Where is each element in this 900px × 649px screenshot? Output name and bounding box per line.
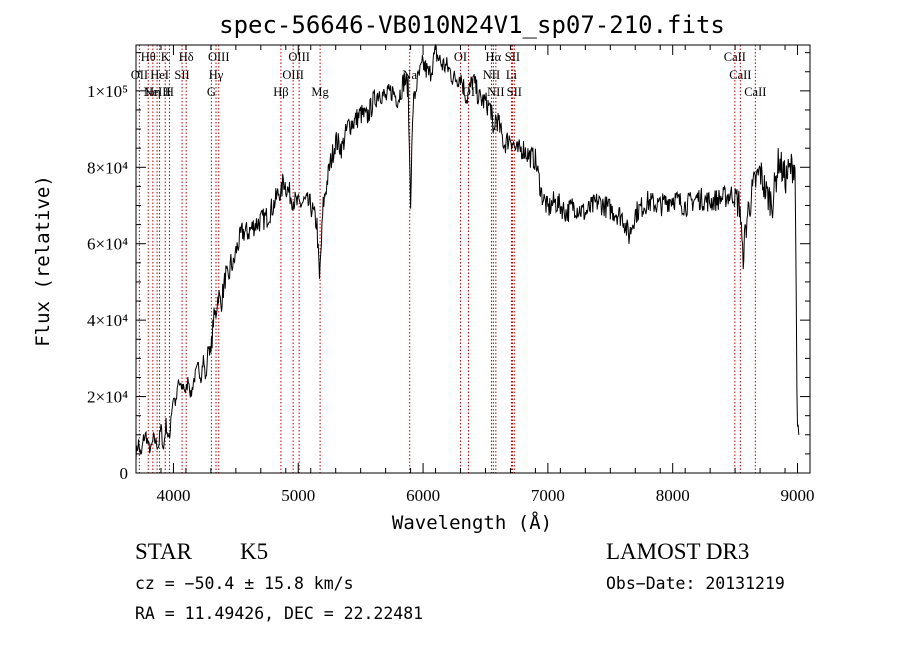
- emission-line-label: OII: [131, 68, 148, 82]
- obs-date-text: Obs−Date: 20131219: [606, 574, 785, 593]
- chart-title: spec-56646-VB010N24V1_sp07-210.fits: [219, 11, 725, 39]
- emission-line-label: SII: [174, 68, 189, 82]
- y-axis-label: Flux (relative): [32, 175, 54, 347]
- object-class: STAR: [135, 539, 193, 564]
- coordinates-text: RA = 11.49426, DEC = 22.22481: [135, 604, 423, 623]
- x-tick-label: 5000: [281, 486, 315, 505]
- x-tick-label: 9000: [781, 486, 815, 505]
- emission-line-labels: OIIHθHηNeIIIHeIKHSIIHδGHγOIIIHβOIIIOIIIM…: [131, 50, 767, 99]
- y-tick-label: 8×10⁴: [87, 158, 128, 177]
- axis-ticks: [135, 45, 811, 474]
- emission-line-label: Hγ: [209, 68, 224, 82]
- object-subclass: K5: [240, 539, 268, 564]
- emission-line-label: HeI: [150, 68, 169, 82]
- emission-line-label: OIII: [282, 68, 304, 82]
- emission-line-label: Hθ: [141, 50, 156, 64]
- x-tick-label: 7000: [531, 486, 565, 505]
- emission-line-label: Li: [506, 68, 518, 82]
- x-axis-label: Wavelength (Å): [392, 511, 552, 534]
- emission-line-label: SII: [505, 50, 520, 64]
- emission-line-label: NII: [487, 85, 504, 99]
- emission-line-label: Hδ: [179, 50, 194, 64]
- emission-line-label: NeIII: [144, 85, 171, 99]
- x-tick-labels: 4000 5000 6000 7000 8000 9000: [156, 486, 814, 505]
- emission-line-label: CaII: [729, 68, 751, 82]
- emission-line-label: NII: [483, 68, 500, 82]
- redshift-text: cz = −50.4 ± 15.8 km/s: [135, 574, 354, 593]
- x-tick-label: 8000: [656, 486, 690, 505]
- emission-line-label: Hβ: [273, 85, 288, 99]
- y-tick-label: 1×10⁵: [87, 82, 128, 101]
- y-tick-label: 6×10⁴: [87, 235, 128, 254]
- y-tick-labels: 0 2×10⁴ 4×10⁴ 6×10⁴ 8×10⁴ 1×10⁵: [87, 82, 128, 483]
- y-tick-label: 4×10⁴: [87, 311, 128, 330]
- emission-line-label: Mg: [311, 85, 329, 99]
- emission-line-label: OIII: [288, 50, 310, 64]
- emission-line-label: K: [161, 50, 170, 64]
- plot-frame: [135, 44, 811, 474]
- x-tick-label: 4000: [156, 486, 190, 505]
- emission-line-label: H: [165, 85, 174, 99]
- y-tick-label: 0: [120, 464, 129, 483]
- emission-line-label: CaII: [724, 50, 746, 64]
- emission-line-markers: [138, 45, 756, 473]
- emission-line-label: CaII: [744, 85, 766, 99]
- emission-line-label: SII: [507, 85, 522, 99]
- y-tick-label: 2×10⁴: [87, 388, 128, 407]
- x-tick-label: 6000: [406, 486, 440, 505]
- emission-line-label: OIII: [208, 50, 230, 64]
- emission-line-label: Hη: [145, 85, 161, 99]
- emission-line-label: G: [207, 85, 216, 99]
- emission-line-label: Hα: [486, 50, 502, 64]
- spectrum-line: [135, 43, 800, 461]
- survey-name: LAMOST DR3: [606, 539, 749, 564]
- emission-line-label: OI: [454, 50, 467, 64]
